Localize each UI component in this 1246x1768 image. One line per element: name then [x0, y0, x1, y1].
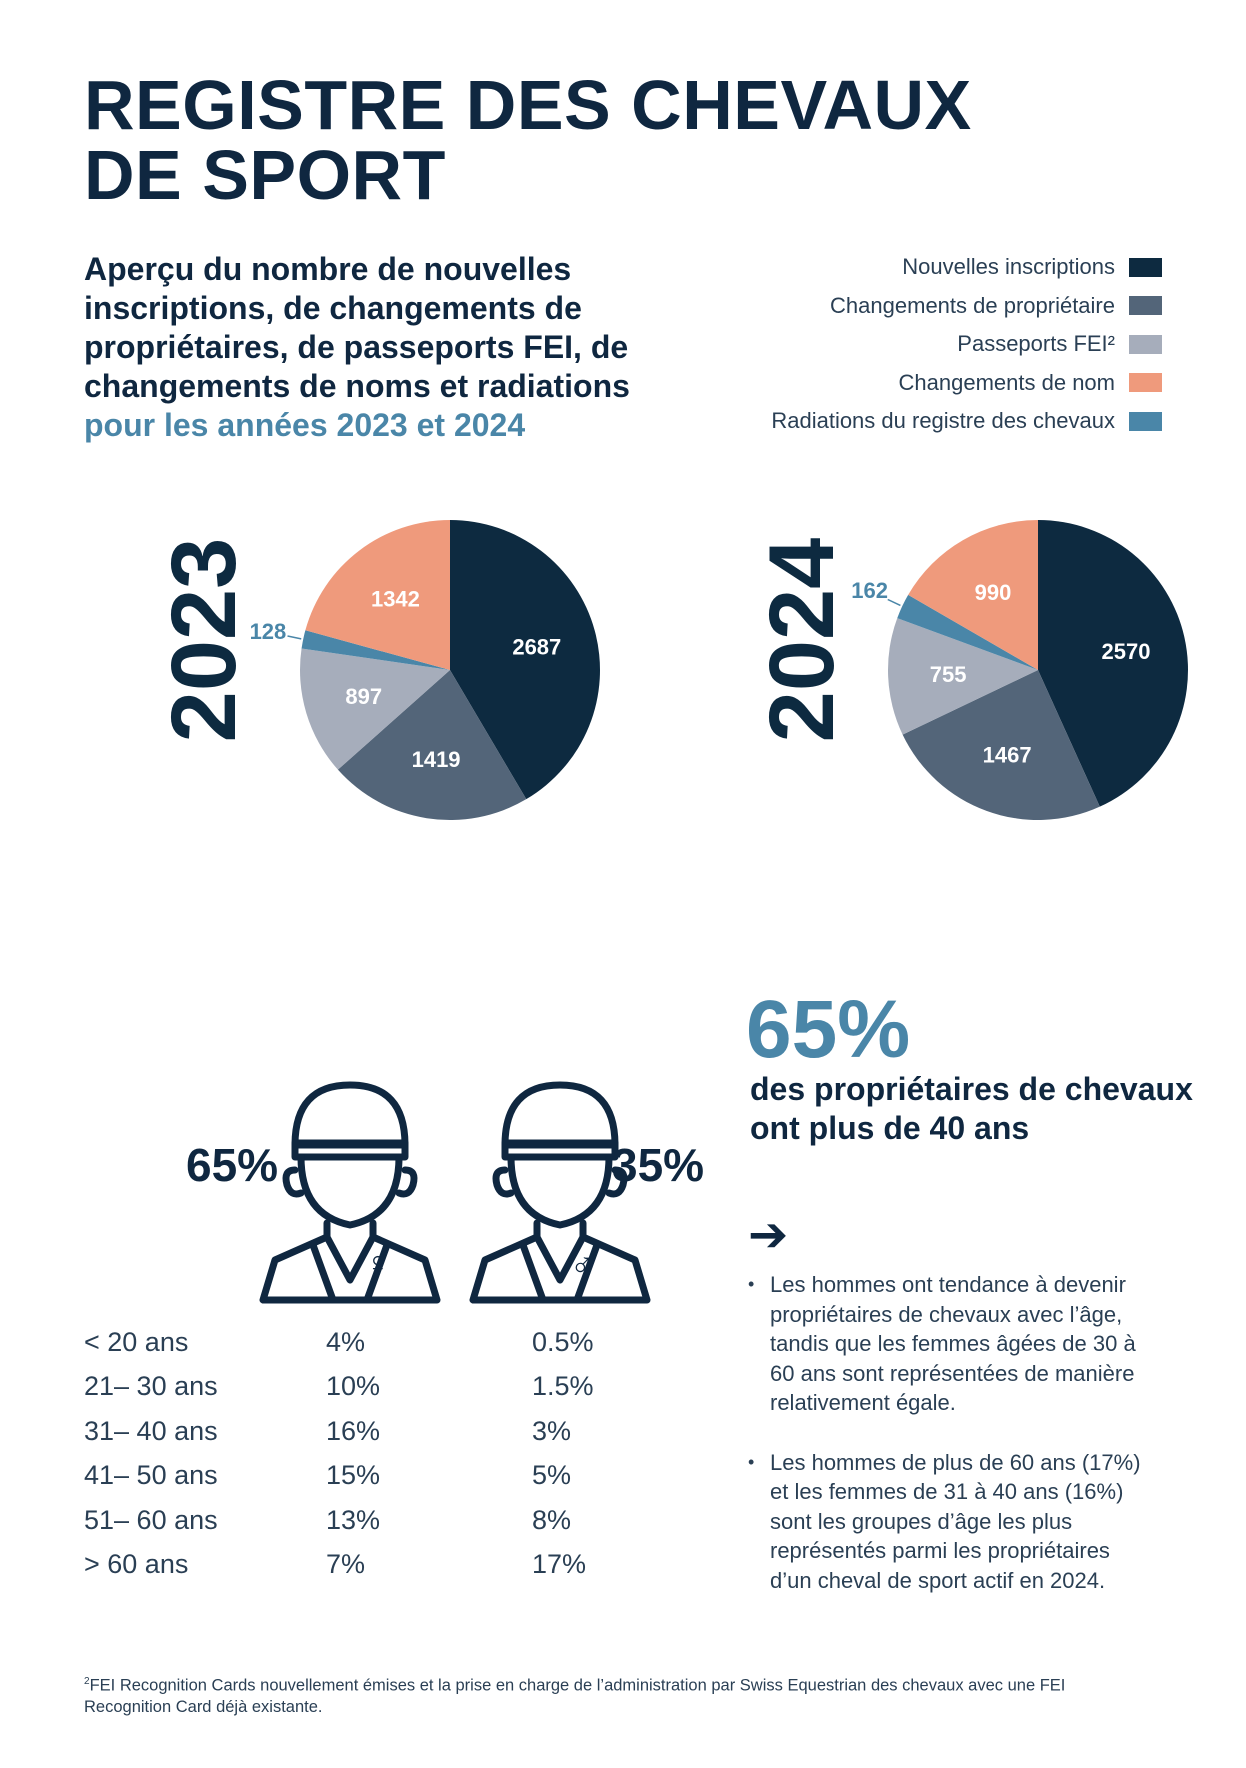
pie-data-label: 2687 [512, 634, 561, 659]
legend-item-name-changes: Changements de nom [642, 364, 1162, 403]
pie-chart-2024: 2570 1467 755 162 990 [851, 520, 1188, 820]
pie-data-label: 128 [250, 619, 287, 644]
table-row: > 60 ans 7% 17% [84, 1543, 652, 1588]
title-line-1: REGISTRE DES CHEVAUX [84, 66, 972, 144]
legend-label: Radiations du registre des chevaux [771, 408, 1115, 434]
pie-slice-fei-passports [300, 648, 450, 770]
pie-data-label: 990 [975, 580, 1012, 605]
male-value: 1.5% [532, 1371, 594, 1402]
pie-chart-2023: 2687 1419 897 128 1342 [250, 520, 600, 820]
legend-item-fei-passports: Passeports FEI² [642, 325, 1162, 364]
highlight-text: des propriétaires de chevaux ont plus de… [750, 1071, 1193, 1146]
legend-label: Changements de nom [898, 369, 1115, 395]
footnote-marker: 2 [84, 1676, 90, 1687]
legend-label: Nouvelles inscriptions [902, 254, 1115, 280]
female-percentage: 65% [186, 1139, 279, 1191]
female-value: 16% [326, 1415, 381, 1446]
age-range: 51– 60 ans [84, 1504, 218, 1535]
table-row: 31– 40 ans 16% 3% [84, 1409, 652, 1454]
female-value: 7% [326, 1549, 366, 1580]
pie-slice-name-changes [908, 520, 1038, 670]
male-percentage: 35% [612, 1139, 705, 1191]
footnote-text: FEI Recognition Cards nouvellement émise… [84, 1676, 1066, 1716]
pie-slice-new-registrations [1038, 520, 1188, 807]
male-value: 3% [532, 1415, 572, 1446]
pie-slice-fei-passports [888, 618, 1038, 735]
table-row: 51– 60 ans 13% 8% [84, 1498, 652, 1543]
age-range: > 60 ans [84, 1549, 189, 1580]
list-item: Les hommes de plus de 60 ans (17%) et le… [748, 1448, 1148, 1596]
female-value: 10% [326, 1371, 381, 1402]
male-value: 0.5% [532, 1326, 594, 1357]
female-symbol: ♀ [365, 1245, 391, 1283]
legend-item-owner-changes: Changements de propriétaire [642, 287, 1162, 326]
female-value: 15% [326, 1460, 381, 1491]
legend-swatch [1129, 257, 1162, 277]
pie-data-label: 1342 [371, 586, 420, 611]
pie-slice-new-registrations [450, 520, 600, 800]
legend-item-new-registrations: Nouvelles inscriptions [642, 248, 1162, 287]
male-value: 8% [532, 1504, 572, 1535]
pie-data-label: 897 [345, 684, 382, 709]
subtitle-main: Aperçu du nombre de nouvelles inscriptio… [84, 251, 630, 404]
age-range: < 20 ans [84, 1326, 189, 1357]
legend-label: Passeports FEI² [957, 331, 1115, 357]
insight-list: Les hommes ont tendance à devenir propri… [748, 1270, 1148, 1625]
male-symbol: ♂ [570, 1245, 596, 1283]
pie-data-label: 162 [851, 578, 888, 603]
pie-data-label: 2570 [1101, 639, 1150, 664]
pie-leader-line [287, 635, 302, 640]
table-row: < 20 ans 4% 0.5% [84, 1320, 652, 1365]
page-title: REGISTRE DES CHEVAUX DE SPORT [84, 70, 972, 210]
chart-legend: Nouvelles inscriptions Changements de pr… [642, 248, 1162, 441]
legend-swatch [1129, 411, 1162, 431]
male-rider-icon [469, 1081, 651, 1304]
pie-slice-owner-changes [337, 670, 527, 820]
legend-swatch [1129, 296, 1162, 316]
title-line-2: DE SPORT [84, 136, 446, 214]
female-value: 4% [326, 1326, 366, 1357]
subtitle: Aperçu du nombre de nouvelles inscriptio… [84, 250, 644, 445]
pie-slice-name-changes [305, 520, 450, 670]
footnote: 2FEI Recognition Cards nouvellement émis… [84, 1671, 1084, 1718]
male-value: 17% [532, 1549, 587, 1580]
highlight-percentage: 65% [746, 984, 911, 1075]
pie-slice-deregistrations [897, 594, 1038, 670]
legend-item-deregistrations: Radiations du registre des chevaux [642, 402, 1162, 441]
female-rider-icon [259, 1081, 441, 1304]
table-row: 21– 30 ans 10% 1.5% [84, 1365, 652, 1410]
legend-swatch [1129, 334, 1162, 354]
pie-data-label: 1419 [412, 747, 461, 772]
list-item: Les hommes ont tendance à devenir propri… [748, 1270, 1148, 1418]
legend-swatch [1129, 373, 1162, 393]
subtitle-accent: pour les années 2023 et 2024 [84, 407, 526, 443]
age-range: 41– 50 ans [84, 1460, 218, 1491]
arrow-right-icon: ➔ [748, 1209, 789, 1262]
legend-label: Changements de propriétaire [830, 292, 1115, 318]
table-row: 41– 50 ans 15% 5% [84, 1454, 652, 1499]
pie-data-label: 1467 [983, 743, 1032, 768]
pie-slice-deregistrations [301, 630, 450, 670]
pie-slice-owner-changes [902, 670, 1100, 820]
pie-leader-line [887, 598, 901, 607]
age-range: 31– 40 ans [84, 1415, 218, 1446]
age-range: 21– 30 ans [84, 1371, 218, 1402]
female-value: 13% [326, 1504, 381, 1535]
pie-data-label: 755 [930, 662, 967, 687]
male-value: 5% [532, 1460, 572, 1491]
age-distribution-table: < 20 ans 4% 0.5% 21– 30 ans 10% 1.5% 31–… [84, 1320, 652, 1587]
